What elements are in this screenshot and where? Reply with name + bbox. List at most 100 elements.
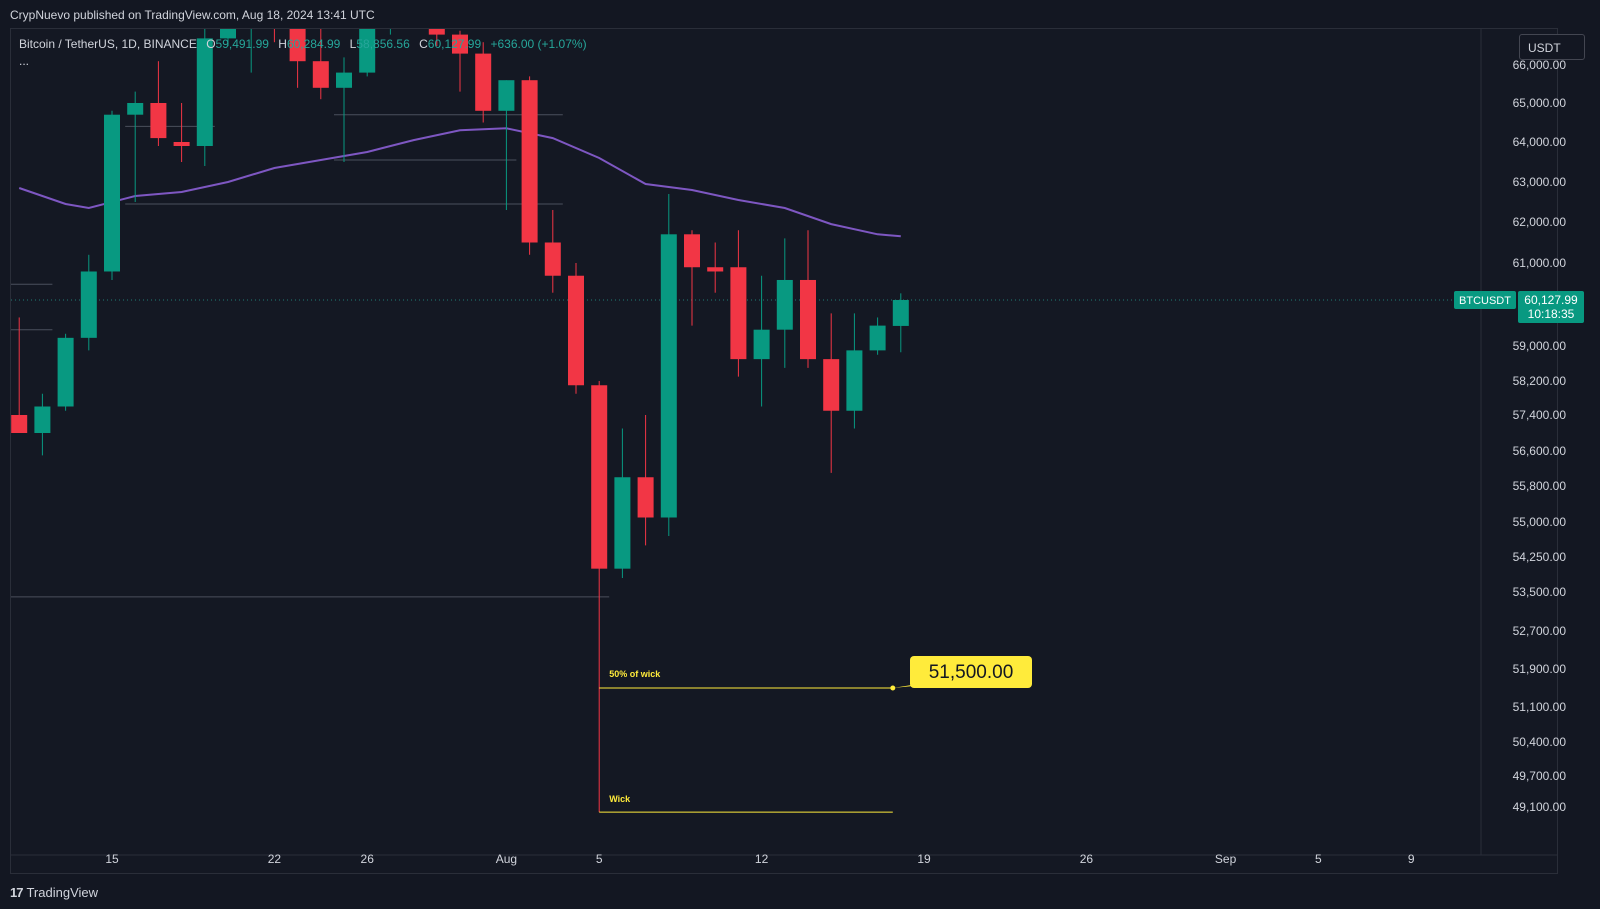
candle-body — [498, 80, 515, 111]
candle-body — [173, 142, 190, 146]
candle-up — [753, 275, 770, 407]
candle-body — [243, 0, 259, 23]
top-bar: CrypNuevo published on TradingView.com, … — [0, 0, 1600, 28]
callout-pointer — [892, 684, 934, 688]
y-tick-label: 66,000.00 — [1513, 58, 1567, 72]
x-tick-label: 19 — [917, 852, 931, 866]
y-tick-label: 49,100.00 — [1513, 800, 1567, 814]
candle-down — [568, 263, 584, 394]
tradingview-brand[interactable]: 17 TradingView — [10, 885, 98, 900]
candle-body — [80, 271, 97, 338]
candle-up — [34, 393, 51, 456]
candle-body — [707, 267, 724, 272]
candle-up — [846, 313, 863, 429]
candle-body — [684, 234, 700, 268]
legend-more-button[interactable]: ... — [19, 54, 30, 68]
currency-button[interactable]: USDT — [1519, 34, 1585, 60]
y-tick-label: 51,100.00 — [1513, 700, 1567, 714]
candle-up — [127, 91, 144, 202]
candle-body — [57, 337, 74, 407]
y-tick-label: 61,000.00 — [1513, 256, 1567, 270]
candle-up — [243, 0, 259, 73]
price-tag-countdown: 10:18:35 — [1528, 307, 1575, 321]
y-tick-label: 65,000.00 — [1513, 96, 1567, 110]
candle-body — [452, 34, 468, 54]
candle-up — [336, 57, 352, 162]
x-tick-label: 12 — [755, 852, 769, 866]
candle-body — [753, 329, 770, 360]
y-tick-label: 59,000.00 — [1513, 339, 1567, 353]
plot-layer: 50% of wick Wick — [11, 0, 1481, 813]
candle-body — [359, 29, 376, 73]
x-tick-label: 15 — [105, 852, 119, 866]
candle-up — [406, 0, 422, 27]
y-tick-label: 57,400.00 — [1513, 408, 1567, 422]
candle-down — [150, 61, 167, 146]
candle-down — [312, 29, 329, 100]
candle-up — [892, 293, 909, 353]
y-tick-label: 55,000.00 — [1513, 515, 1567, 529]
y-tick-label: 63,000.00 — [1513, 175, 1567, 189]
candle-body — [823, 359, 840, 411]
legend-low-value: 58,856.56 — [356, 37, 410, 51]
candle-up — [869, 317, 886, 355]
x-tick-label: 5 — [1315, 852, 1322, 866]
candle-body — [196, 38, 213, 146]
callout-anchor — [890, 685, 896, 691]
candle-down — [452, 30, 468, 92]
candle-up — [220, 29, 236, 46]
candle-down — [544, 210, 561, 293]
y-tick-label: 64,000.00 — [1513, 135, 1567, 149]
footer-bar — [0, 876, 1600, 909]
y-tick-label: 56,600.00 — [1513, 444, 1567, 458]
candle-body — [660, 234, 677, 518]
candle-up — [776, 238, 793, 368]
price-tag-value: 60,127.99 — [1524, 293, 1578, 307]
candle-body — [127, 103, 144, 115]
candle-body — [11, 415, 28, 433]
legend-open-label: O — [206, 37, 216, 51]
candle-up — [660, 194, 677, 536]
candle-body — [637, 477, 654, 518]
candle-body — [336, 72, 352, 88]
x-tick-label: Aug — [496, 852, 517, 866]
candle-body — [475, 53, 492, 111]
candle-down — [684, 230, 700, 326]
candle-body — [521, 80, 538, 243]
legend-high-value: 60,284.99 — [286, 37, 341, 51]
symbol-tag-bg — [1454, 291, 1516, 309]
legend-open-value: 59,491.99 — [215, 37, 269, 51]
candle-down — [800, 230, 816, 368]
candle-up — [80, 254, 97, 351]
candle-up — [389, 29, 391, 35]
x-tick-label: 5 — [596, 852, 603, 866]
price-tag-bg — [1518, 291, 1584, 323]
candle-body — [544, 242, 561, 276]
x-tick-label: Sep — [1215, 852, 1237, 866]
y-tick-label: 51,900.00 — [1513, 662, 1567, 676]
candle-body — [289, 29, 306, 62]
y-tick-label: 50,400.00 — [1513, 735, 1567, 749]
callout-box — [910, 656, 1032, 688]
x-tick-label: 26 — [1080, 852, 1094, 866]
legend-symbol[interactable]: Bitcoin / TetherUS, 1D, BINANCE — [19, 37, 197, 51]
candle-down — [289, 29, 306, 88]
candle-down — [730, 230, 747, 377]
legend-change: +636.00 (+1.07%) — [490, 37, 587, 51]
y-tick-label: 53,500.00 — [1513, 585, 1567, 599]
candle-down — [707, 242, 724, 293]
candle-up — [498, 80, 515, 210]
candle-body — [776, 279, 793, 330]
candle-down — [591, 381, 608, 813]
candle-body — [104, 114, 120, 272]
brand-name: TradingView — [26, 885, 99, 900]
candle-body — [800, 279, 816, 360]
candle-body — [150, 103, 167, 139]
y-tick-label: 49,700.00 — [1513, 769, 1567, 783]
candle-up — [196, 29, 213, 166]
x-tick-label: 26 — [361, 852, 375, 866]
moving-average-line — [18, 127, 901, 238]
y-tick-label: 54,250.00 — [1513, 550, 1567, 564]
